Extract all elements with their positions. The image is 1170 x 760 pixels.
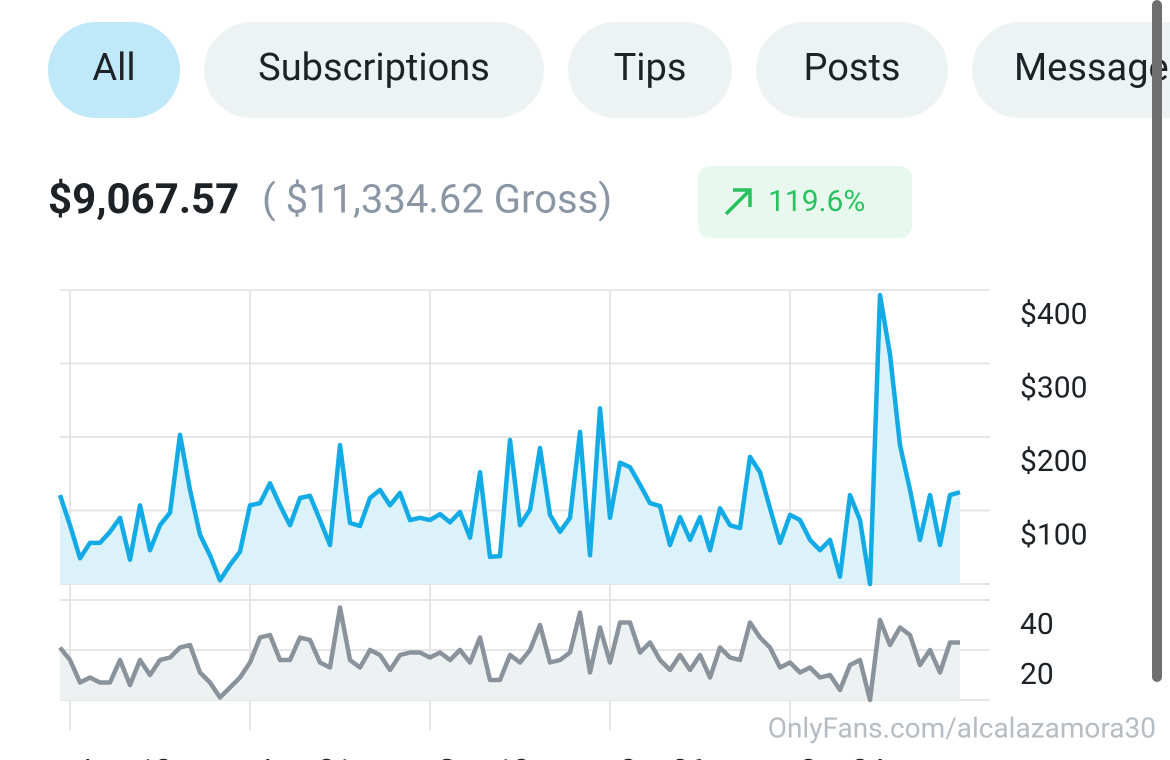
area-fill (60, 607, 960, 700)
area-fill (60, 295, 960, 584)
y-tick-label: $300 (1020, 370, 1087, 405)
scrollbar[interactable] (1152, 0, 1162, 682)
tab-background[interactable] (972, 22, 1170, 118)
tab-background[interactable] (204, 22, 544, 118)
y-tick-label: $200 (1020, 444, 1087, 479)
watermark: OnlyFans.com/alcalazamora30 (768, 711, 1156, 744)
change-badge (698, 166, 912, 238)
tab-background[interactable] (568, 22, 732, 118)
y-tick-label: 20 (1020, 657, 1054, 692)
change-percent: 119.6% (768, 184, 865, 219)
x-tick-label: Aug 31 (258, 753, 352, 760)
y-tick-label: $400 (1020, 297, 1087, 332)
x-tick-label: Oct 06 (618, 753, 705, 760)
net-earnings: $9,067.57 (48, 175, 239, 224)
tab-label[interactable]: Messages (1014, 46, 1170, 90)
trend-arrow-icon (724, 188, 752, 216)
x-tick-label: Oct 24 (798, 753, 885, 760)
x-tick-label: Sep 18 (438, 753, 530, 760)
charts: $100 $200 $300 $400 20 40 Aug 13 Aug 31 Sep 18 Oc… (57, 289, 1087, 760)
data-line (57, 292, 961, 587)
tab-bar: All Subscriptions Tips Posts Messages (48, 22, 1170, 118)
tab-background[interactable] (48, 22, 180, 118)
tab-label[interactable]: Posts (803, 46, 900, 90)
tab-label[interactable]: Tips (614, 46, 687, 90)
y-tick-label: $100 (1020, 517, 1087, 552)
x-tick-label: Aug 13 (78, 753, 172, 760)
tab-label[interactable]: Subscriptions (258, 46, 490, 90)
y-tick-label: 40 (1020, 607, 1054, 642)
data-line (58, 605, 960, 703)
tab-label[interactable]: All (92, 46, 135, 90)
gross-earnings: ( $11,334.62 Gross) (262, 176, 612, 223)
tab-background[interactable] (756, 22, 948, 118)
